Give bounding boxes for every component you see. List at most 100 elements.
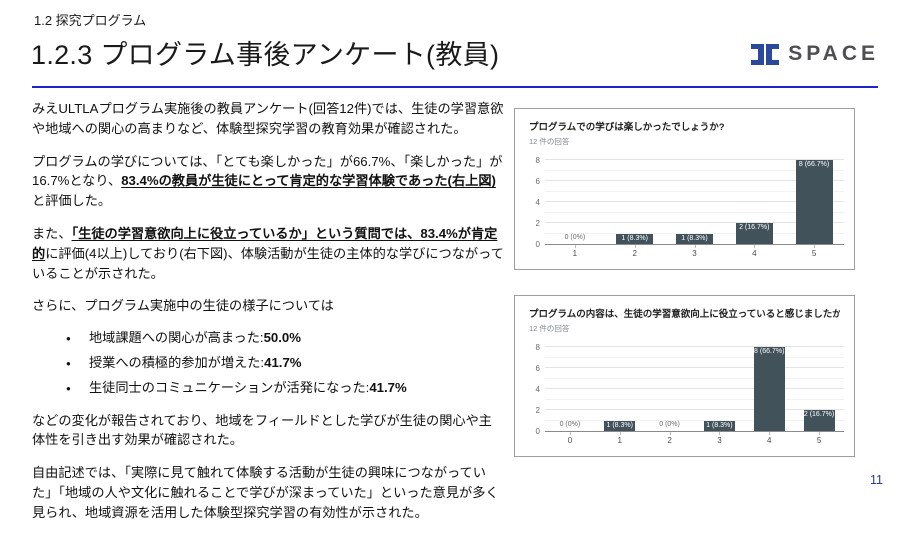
text-segment: 50.0% xyxy=(263,330,301,346)
chart-response-count: 12 件の回答 xyxy=(529,324,570,333)
bullet-item: ● 地域課題への関心が高まった:50.0% xyxy=(66,328,505,348)
y-axis-tick-label: 8 xyxy=(535,156,540,165)
plot-region: 0 (0%) 1 (8.3%) 1 (8.3%) 2 (16.7%) 8 (66.7%) xyxy=(545,155,844,245)
gridline xyxy=(545,201,844,202)
y-axis-tick-label: 6 xyxy=(535,177,540,186)
bar: 1 (8.3%) xyxy=(703,420,735,431)
y-axis-tick-label: 0 xyxy=(535,240,540,249)
bar-value-label: 0 (0%) xyxy=(659,421,680,428)
plot-region: 0 (0%) 1 (8.3%) 0 (0%) 1 (8.3%) 8 (66.7%) 2 (… xyxy=(545,342,844,432)
x-axis-tick xyxy=(769,432,771,435)
body-paragraph: 自由記述では、「実際に見て触れて体験する活動が生徒の興味につながっていた」「地域… xyxy=(32,463,505,522)
x-axis: 0 1 2 3 4 5 xyxy=(545,432,844,448)
x-axis-category-label: 0 xyxy=(567,436,573,445)
gridline xyxy=(545,398,844,400)
chart-plot-area: 0 2 4 6 8 0 (0%) 1 (8.3%) 1 (8.3%) 2 (16.7%) 8 (… xyxy=(527,155,844,261)
y-axis-tick-label: 0 xyxy=(535,427,540,436)
bullet-dot-icon: ● xyxy=(66,383,71,393)
bar: 1 (8.3%) xyxy=(675,233,714,244)
x-axis-category-label: 4 xyxy=(752,249,757,258)
bar-slot: 2 (16.7%) xyxy=(794,342,844,431)
chart-title: プログラムの内容は、生徒の学習意欲向上に役立っていると感じましたか? xyxy=(529,309,840,320)
chart-title: プログラムでの学びは楽しかったでしょうか? xyxy=(529,122,725,133)
x-axis: 1 2 3 4 5 xyxy=(545,245,844,261)
x-axis-tick xyxy=(694,245,696,248)
section-label: 1.2 探究プログラム xyxy=(34,13,147,28)
gridline xyxy=(545,409,844,410)
bar-slot: 1 (8.3%) xyxy=(695,342,745,431)
page-number: 11 xyxy=(870,473,883,487)
text-segment: みえULTLAプログラム実施後の教員アンケート(回答12件)では、生徒の学習意欲… xyxy=(32,101,504,136)
bar: 2 (16.7%) xyxy=(803,410,835,431)
bar: 8 (66.7%) xyxy=(795,160,833,244)
x-axis-tick xyxy=(814,245,816,248)
bar: 1 (8.3%) xyxy=(604,420,636,431)
brackets-logo-icon xyxy=(751,43,780,65)
text-segment: プログラムの学びについては、「とても楽しかった」が66.7%、「楽しかった」が1… xyxy=(32,153,503,189)
body-text-column: みえULTLAプログラム実施後の教員アンケート(回答12件)では、生徒の学習意欲… xyxy=(32,99,505,536)
bar-slot: 8 (66.7%) xyxy=(744,342,794,431)
accent-divider xyxy=(32,86,878,88)
text-segment: 地域課題への関心が高まった: xyxy=(89,330,264,346)
bar-slot: 1 (8.3%) xyxy=(665,155,725,244)
bar-slot: 0 (0%) xyxy=(645,342,695,431)
text-segment: に評価(4以上)しており(右下図)、体験活動が生徒の主体的な学びにつながっている… xyxy=(32,245,504,281)
text-segment: 「生徒の学習意欲向上に役立っているか」という質問では、83.4%が肯定的 xyxy=(32,225,498,261)
gridline xyxy=(545,419,844,421)
bar-value-label: 8 (66.7%) xyxy=(754,348,785,355)
x-axis-category-label: 2 xyxy=(667,436,672,445)
x-axis-tick xyxy=(819,432,821,435)
text-segment: などの変化が報告されており、地域をフィールドとした学びが生徒の関心や主体性を引き… xyxy=(32,412,492,448)
bar-slot: 1 (8.3%) xyxy=(605,155,665,244)
bar-slot: 0 (0%) xyxy=(545,155,605,244)
text-segment: また、 xyxy=(32,225,72,241)
gridline xyxy=(545,377,844,379)
body-paragraph: などの変化が報告されており、地域をフィールドとした学びが生徒の関心や主体性を引き… xyxy=(32,411,505,451)
bar: 8 (66.7%) xyxy=(753,347,785,431)
gridline xyxy=(545,367,844,368)
text-segment: と評価した。 xyxy=(32,193,112,209)
text-segment: さらに、プログラム実施中の生徒の様子については xyxy=(32,298,334,314)
gridline xyxy=(545,180,844,181)
bar-value-label: 1 (8.3%) xyxy=(621,234,648,242)
x-axis-tick xyxy=(754,245,756,248)
right-bracket-glyph xyxy=(766,43,780,65)
text-segment: 83.4%の教員が生徒にとって肯定的な学習体験であった(右上図) xyxy=(121,173,496,189)
bar-value-label: 1 (8.3%) xyxy=(606,421,633,429)
y-axis-tick-label: 2 xyxy=(535,406,540,415)
gridline xyxy=(545,356,844,358)
gridline xyxy=(545,169,844,171)
bar-value-label: 2 (16.7%) xyxy=(803,411,835,418)
x-axis-category-label: 1 xyxy=(572,249,578,258)
bar-slot: 2 (16.7%) xyxy=(724,155,784,244)
chart-response-count: 12 件の回答 xyxy=(529,137,570,146)
slide-page: { "header": { "eyebrow": "1.2 探究プログラム", … xyxy=(31,13,883,520)
bar-value-label: 8 (66.7%) xyxy=(798,161,830,168)
left-bracket-glyph xyxy=(751,43,765,65)
survey-chart-enjoyment: プログラムでの学びは楽しかったでしょうか? 12 件の回答 0 2 4 6 8 0 (0… xyxy=(514,108,855,270)
x-axis-tick xyxy=(719,432,721,435)
survey-chart-motivation: プログラムの内容は、生徒の学習意欲向上に役立っていると感じましたか? 12 件の… xyxy=(514,295,855,457)
bullet-list: ● 地域課題への関心が高まった:50.0% ● 授業への積極的参加が増えた:41.7… xyxy=(32,328,505,397)
gridline xyxy=(545,190,844,192)
bar: 2 (16.7%) xyxy=(735,223,773,244)
x-axis-category-label: 3 xyxy=(717,436,722,445)
page-title: 1.2.3 プログラム事後アンケート(教員) xyxy=(31,40,500,70)
bar-value-label: 0 (0%) xyxy=(564,234,586,241)
gridline xyxy=(545,222,844,223)
y-axis-tick-label: 2 xyxy=(535,219,540,228)
gridline xyxy=(545,346,844,347)
gridline xyxy=(545,388,844,389)
x-axis-category-label: 1 xyxy=(617,436,622,445)
gridline xyxy=(545,159,844,160)
bar: 1 (8.3%) xyxy=(616,233,654,244)
x-axis-category-label: 5 xyxy=(816,436,822,445)
bullet-dot-icon: ● xyxy=(66,358,71,368)
bar-value-label: 1 (8.3%) xyxy=(681,234,708,242)
bullet-dot-icon: ● xyxy=(66,334,71,344)
y-axis: 0 2 4 6 8 xyxy=(527,342,545,436)
y-axis: 0 2 4 6 8 xyxy=(527,155,545,249)
gridline xyxy=(545,211,844,213)
text-segment: 授業への積極的参加が増えた: xyxy=(89,354,265,370)
bar-slot: 0 (0%) xyxy=(545,342,595,431)
